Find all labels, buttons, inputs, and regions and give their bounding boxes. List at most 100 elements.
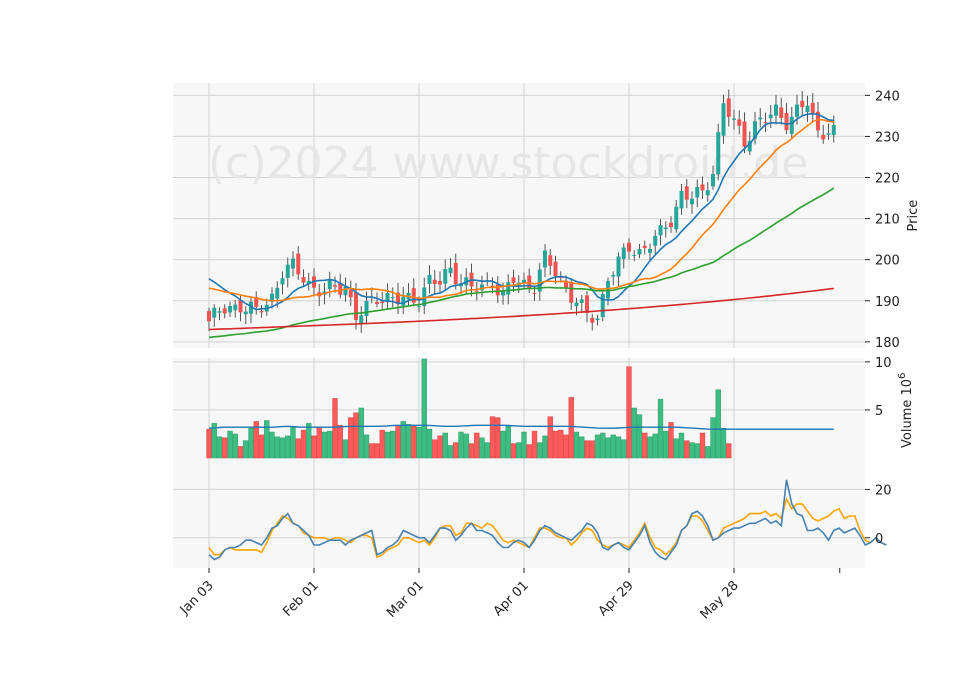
volume-bar xyxy=(673,438,679,459)
volume-bar xyxy=(521,431,527,459)
candle-up xyxy=(606,281,610,299)
volume-bar xyxy=(479,437,485,459)
volume-bar xyxy=(636,414,643,459)
candle-up xyxy=(285,264,290,278)
candle-up xyxy=(711,174,715,187)
ma-mid-line xyxy=(208,118,834,302)
candle-down xyxy=(810,102,815,113)
candle-up xyxy=(506,282,511,295)
volume-bar xyxy=(710,417,716,459)
volume-bar xyxy=(699,432,706,459)
candle-down xyxy=(532,292,537,294)
volume-tick-label: 10 xyxy=(875,356,892,371)
volume-bar xyxy=(510,443,517,459)
candle-down xyxy=(301,276,306,283)
candle-down xyxy=(726,98,731,117)
candle-up xyxy=(648,248,652,253)
volume-bar xyxy=(594,434,601,459)
x-tick-label: Apr 01 xyxy=(491,578,532,619)
volume-bar xyxy=(610,434,616,459)
volume-bar xyxy=(453,442,459,459)
candle-down xyxy=(816,111,820,131)
price-tick-label: 240 xyxy=(875,89,900,104)
candle-up xyxy=(448,267,453,274)
volume-bar xyxy=(605,437,611,459)
candle-down xyxy=(564,280,568,289)
volume-bar xyxy=(290,426,296,459)
candle-down xyxy=(375,301,379,305)
volume-bar xyxy=(474,432,480,459)
volume-bar xyxy=(684,440,690,459)
candle-down xyxy=(254,297,259,307)
volume-bar xyxy=(689,442,695,459)
candle-up xyxy=(327,280,332,290)
candle-down xyxy=(784,113,789,131)
candle-up xyxy=(826,133,831,135)
candle-up xyxy=(212,307,217,318)
candle-up xyxy=(753,121,757,139)
volume-bar xyxy=(726,443,732,459)
volume-bar xyxy=(227,430,233,459)
volume-bar xyxy=(720,427,727,459)
candle-up xyxy=(390,297,395,299)
volume-bar xyxy=(337,425,343,459)
x-tick-label: Jan 03 xyxy=(177,578,217,618)
candle-up xyxy=(280,278,285,285)
volume-bar xyxy=(416,426,422,459)
volume-bar xyxy=(468,443,475,459)
volume-bar xyxy=(248,427,254,459)
price-tick-label: 220 xyxy=(875,171,900,186)
volume-bar xyxy=(484,442,490,459)
candle-down xyxy=(669,222,673,227)
candle-down xyxy=(338,282,343,295)
volume-bar xyxy=(363,434,370,459)
candle-down xyxy=(354,292,358,320)
candle-up xyxy=(632,254,637,256)
volume-bar xyxy=(426,428,433,459)
price-tick-label: 190 xyxy=(875,295,900,310)
candle-down xyxy=(590,317,595,323)
volume-bar xyxy=(495,417,501,459)
volume-bar xyxy=(489,416,496,459)
volume-bar xyxy=(573,431,580,459)
candle-up xyxy=(831,125,836,136)
candle-down xyxy=(548,255,553,266)
volume-bar xyxy=(621,439,627,459)
volume-bar xyxy=(311,435,317,459)
ma-long-line xyxy=(208,287,834,331)
volume-bar xyxy=(631,407,637,459)
volume-tick-label: 5 xyxy=(875,404,883,419)
candle-down xyxy=(821,134,826,140)
volume-bar xyxy=(437,435,443,459)
volume-bar xyxy=(237,446,244,459)
volume-bar xyxy=(321,431,328,459)
candle-down xyxy=(380,301,385,304)
volume-bar xyxy=(269,431,275,459)
volume-bar xyxy=(358,407,364,459)
candle-up xyxy=(600,293,605,318)
volume-bar xyxy=(342,439,349,459)
candle-down xyxy=(495,284,500,296)
candle-up xyxy=(721,103,726,136)
candle-up xyxy=(401,296,406,306)
volume-bar xyxy=(500,430,506,459)
volume-bar xyxy=(348,417,354,459)
candle-down xyxy=(333,285,337,287)
volume-bar xyxy=(421,358,427,459)
candle-up xyxy=(747,140,752,152)
candle-down xyxy=(553,261,558,277)
volume-bar xyxy=(531,430,538,459)
candle-up xyxy=(480,284,484,291)
candle-down xyxy=(432,279,437,285)
volume-bar xyxy=(353,412,359,459)
volume-bar xyxy=(327,430,333,459)
volume-bar xyxy=(579,436,585,459)
candle-down xyxy=(642,245,647,248)
volume-bar xyxy=(411,425,417,459)
candle-up xyxy=(579,299,584,303)
volume-bar xyxy=(211,423,217,459)
volume-bar xyxy=(285,435,291,459)
ma-fast-line xyxy=(208,112,834,311)
price-tick-label: 210 xyxy=(875,213,900,228)
candle-down xyxy=(763,122,768,124)
